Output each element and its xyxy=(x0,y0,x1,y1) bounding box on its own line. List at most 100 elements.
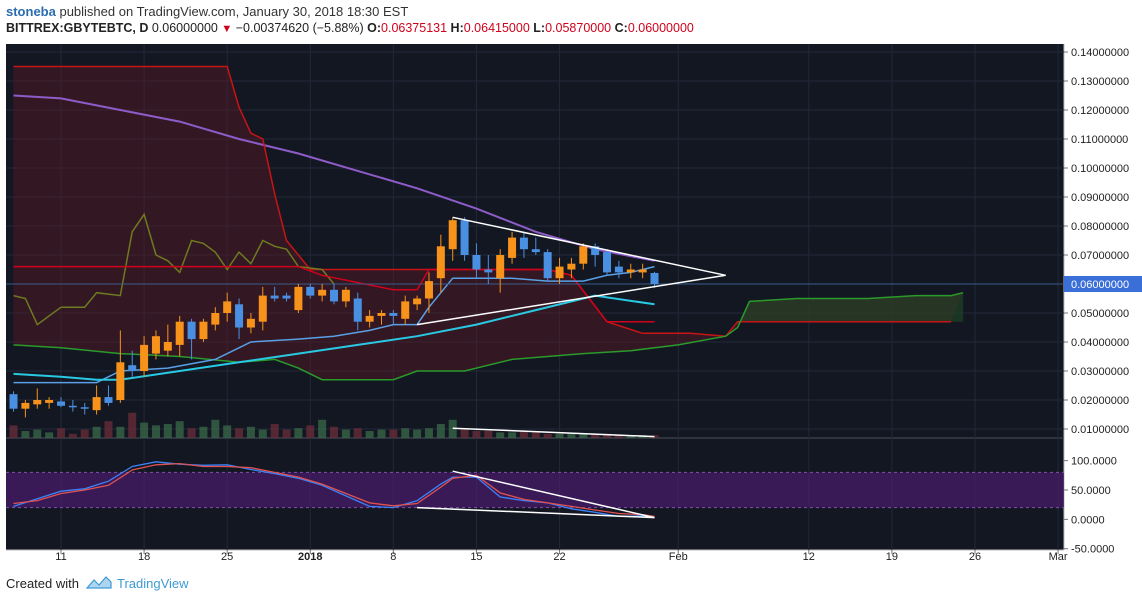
time-axis[interactable]: 11 18 25 2018 8 15 22 Feb 12 19 26 Mar xyxy=(55,550,1068,563)
candle-body[interactable] xyxy=(603,252,612,273)
candle-body[interactable] xyxy=(353,298,362,322)
volume-bar xyxy=(187,428,196,438)
candle-body[interactable] xyxy=(555,266,564,279)
candle-body[interactable] xyxy=(650,272,659,284)
volume-bar xyxy=(223,425,232,438)
candle-body[interactable] xyxy=(424,281,433,299)
candle-body[interactable] xyxy=(519,237,528,250)
close-label: C: xyxy=(614,21,628,35)
time-axis-label: Feb xyxy=(669,551,688,563)
volume-bar xyxy=(294,428,303,438)
candle-body[interactable] xyxy=(318,289,327,296)
symbol-label[interactable]: BITTREX:GBYTEBTC, D xyxy=(6,21,149,35)
candle-body[interactable] xyxy=(306,286,315,296)
candle-body[interactable] xyxy=(614,266,623,273)
low-label: L: xyxy=(533,21,546,35)
candle-body[interactable] xyxy=(543,252,552,279)
time-axis-label: 11 xyxy=(55,551,66,563)
candle-body[interactable] xyxy=(579,246,588,264)
candle-body[interactable] xyxy=(92,397,101,411)
volume-bar xyxy=(258,429,267,438)
volume-bar xyxy=(235,428,244,438)
candle-body[interactable] xyxy=(21,402,30,409)
candle-body[interactable] xyxy=(436,246,445,279)
candlesticks[interactable] xyxy=(9,217,659,418)
candle-body[interactable] xyxy=(472,255,481,270)
candle-body[interactable] xyxy=(223,301,232,313)
candle-body[interactable] xyxy=(330,289,339,302)
time-axis-label: 22 xyxy=(553,551,565,563)
volume-bar xyxy=(472,431,481,438)
candle-body[interactable] xyxy=(365,315,374,322)
candle-body[interactable] xyxy=(163,342,172,351)
candle-body[interactable] xyxy=(626,269,635,273)
price-change: −0.00374620 (−5.88%) xyxy=(235,21,364,35)
volume-bar xyxy=(579,433,588,438)
candle-body[interactable] xyxy=(246,318,255,328)
candle-body[interactable] xyxy=(33,400,42,405)
candle-body[interactable] xyxy=(104,397,113,403)
triangle-lower-trendline[interactable] xyxy=(416,274,726,326)
candle-body[interactable] xyxy=(341,289,350,302)
candle-body[interactable] xyxy=(282,295,291,299)
trend-lines[interactable] xyxy=(416,216,726,438)
candle-body[interactable] xyxy=(591,246,600,255)
created-with-label: Created with xyxy=(6,576,79,591)
candle-body[interactable] xyxy=(128,365,137,371)
price-axis[interactable]: 0.14000000 0.13000000 0.12000000 0.11000000… xyxy=(1064,47,1142,556)
volume-trendline[interactable] xyxy=(452,427,655,438)
candle-body[interactable] xyxy=(199,321,208,340)
candle-body[interactable] xyxy=(294,286,303,311)
candle-body[interactable] xyxy=(638,269,647,273)
candle-body[interactable] xyxy=(270,295,279,299)
chart-canvas[interactable]: 0.14000000 0.13000000 0.12000000 0.11000000… xyxy=(0,40,1142,566)
fast-moving-average-line xyxy=(13,294,655,381)
candle-body[interactable] xyxy=(531,249,540,253)
candle-body[interactable] xyxy=(258,295,267,322)
volume-bar xyxy=(531,432,540,438)
last-price-tag xyxy=(1064,276,1142,292)
low-value: 0.05870000 xyxy=(545,21,612,35)
candle-body[interactable] xyxy=(508,237,517,258)
candle-body[interactable] xyxy=(116,362,125,400)
price-axis-label: 0.05000000 xyxy=(1071,308,1129,320)
cloud-bullish-area xyxy=(737,292,964,328)
oscillator-series-line xyxy=(13,462,655,518)
oscillator-axis-label: 50.0000 xyxy=(1071,485,1111,497)
volume-bars xyxy=(9,412,659,438)
price-axis-label: 0.14000000 xyxy=(1071,47,1129,59)
candle-body[interactable] xyxy=(151,336,160,354)
close-value: 0.06000000 xyxy=(627,21,694,35)
candle-body[interactable] xyxy=(567,263,576,270)
candle-body[interactable] xyxy=(80,407,89,409)
candle-body[interactable] xyxy=(187,321,196,340)
candle-body[interactable] xyxy=(460,220,469,255)
volume-bar xyxy=(377,429,386,438)
candle-body[interactable] xyxy=(211,313,220,325)
candle-body[interactable] xyxy=(68,405,77,408)
candle-body[interactable] xyxy=(401,301,410,319)
price-axis-label: 0.08000000 xyxy=(1071,221,1129,233)
candle-body[interactable] xyxy=(448,220,457,250)
candle-body[interactable] xyxy=(45,400,54,403)
tradingview-brand-link[interactable]: TradingView xyxy=(117,576,189,591)
volume-bar xyxy=(496,432,505,438)
candle-body[interactable] xyxy=(496,255,505,279)
oscillator-lower-trendline[interactable] xyxy=(417,506,655,519)
candle-body[interactable] xyxy=(377,313,386,316)
volume-bar xyxy=(21,431,30,438)
candle-body[interactable] xyxy=(9,394,18,409)
triangle-upper-trendline[interactable] xyxy=(452,216,726,277)
ichimoku-cloud xyxy=(13,66,964,380)
candle-body[interactable] xyxy=(140,344,149,371)
candle-body[interactable] xyxy=(484,269,493,273)
candle-body[interactable] xyxy=(413,298,422,305)
tradingview-logo-icon[interactable] xyxy=(86,574,112,590)
time-axis-label: Mar xyxy=(1049,551,1068,563)
candle-body[interactable] xyxy=(175,321,184,345)
oscillator-upper-trendline[interactable] xyxy=(452,470,655,519)
candle-body[interactable] xyxy=(235,304,244,328)
candle-body[interactable] xyxy=(389,313,398,316)
candle-body[interactable] xyxy=(57,401,65,406)
author-link[interactable]: stoneba xyxy=(6,4,56,19)
